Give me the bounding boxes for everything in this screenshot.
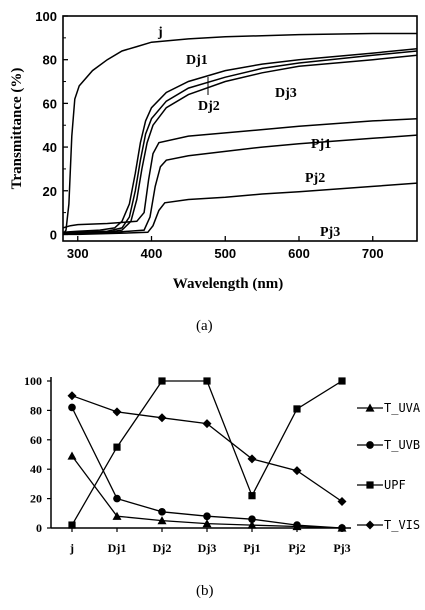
data-point-t-vis <box>247 454 257 464</box>
y-tick-label-b: 60 <box>30 433 42 447</box>
legend-marker-t-uva <box>365 403 375 412</box>
data-point-t-uva <box>292 522 302 531</box>
y-tick-label: 100 <box>35 9 57 24</box>
x-tick-label: 300 <box>67 246 89 261</box>
curve-label-j: j <box>157 25 163 40</box>
x-tick-label-b: Pj1 <box>243 541 260 555</box>
y-tick-label: 20 <box>43 184 57 199</box>
data-point-t-vis <box>292 466 302 476</box>
data-point-t-uvb <box>158 508 166 516</box>
x-tick-label-b: Pj2 <box>288 541 305 555</box>
legend-label-t-uva: T_UVA <box>384 401 421 415</box>
y-tick-label-b: 80 <box>30 403 42 417</box>
y-tick-label: 40 <box>43 140 57 155</box>
curve-label-pj3: Pj3 <box>320 225 340 240</box>
data-point-t-vis <box>202 419 212 429</box>
y-axis-label: Transmittance (%) <box>9 68 25 190</box>
series-line-t-uva <box>71 455 343 529</box>
x-tick-label: 400 <box>141 246 163 261</box>
y-tick-label: 80 <box>43 53 57 68</box>
data-point-t-uvb <box>68 403 76 412</box>
legend-label-t-vis: T_VIS <box>384 518 420 532</box>
data-point-t-uva <box>157 516 167 525</box>
legend-marker-t-uvb <box>366 441 374 449</box>
plot-frame-a <box>62 15 418 242</box>
series-line-pj2 <box>62 134 418 236</box>
curve-label-dj1: Dj1 <box>186 53 208 68</box>
data-point-t-uva <box>247 520 257 529</box>
legend-marker-t-vis <box>365 520 375 530</box>
series-line-upf <box>71 380 343 526</box>
curve-label-dj2: Dj2 <box>198 99 220 114</box>
x-tick-label-b: j <box>69 541 74 555</box>
y-tick-label: 0 <box>50 227 57 242</box>
data-point-t-uva <box>67 451 77 460</box>
data-point-t-uva <box>337 523 347 532</box>
data-point-t-vis <box>112 407 122 417</box>
data-point-t-uvb <box>203 512 211 521</box>
x-tick-label-b: Dj3 <box>198 541 217 555</box>
data-point-upf <box>203 377 211 385</box>
series-line-t-uvb <box>71 407 343 529</box>
caption-a: (a) <box>196 318 213 334</box>
data-point-t-uvb <box>293 521 301 529</box>
data-point-upf <box>68 521 76 529</box>
x-tick-label: 600 <box>288 246 310 261</box>
series-line-pj3 <box>63 182 418 236</box>
series-line-dj3 <box>62 54 418 235</box>
data-point-upf <box>113 443 121 451</box>
series-line-dj1 <box>62 48 418 234</box>
y-tick-label: 60 <box>43 96 57 111</box>
data-point-upf <box>338 377 346 385</box>
data-point-t-vis <box>337 497 347 507</box>
legend-label-t-uvb: T_UVB <box>384 438 420 452</box>
series-line-dj2 <box>62 50 418 235</box>
data-point-upf <box>158 377 166 385</box>
curve-label-pj2: Pj2 <box>305 171 325 186</box>
legend-label-upf: UPF <box>384 478 406 492</box>
data-point-t-uva <box>112 511 122 520</box>
x-tick-label: 700 <box>362 246 384 261</box>
caption-b: (b) <box>196 583 214 599</box>
x-axis-label: Wavelength (nm) <box>173 276 283 292</box>
y-tick-label-b: 40 <box>30 462 42 476</box>
data-point-t-uvb <box>338 524 346 532</box>
legend-marker-upf <box>366 481 374 489</box>
data-point-t-uvb <box>248 515 256 524</box>
x-tick-label-b: Dj2 <box>153 541 172 555</box>
series-line-t-vis <box>71 395 343 503</box>
data-point-t-vis <box>157 413 167 423</box>
series-line-j <box>62 32 417 235</box>
data-point-t-uva <box>202 519 212 528</box>
transmittance-chart: 300 400 500 600 700 0 20 40 60 80 100 Wavelength (n… <box>9 9 418 292</box>
data-point-t-vis <box>67 391 77 401</box>
data-point-upf <box>293 405 301 413</box>
y-tick-label-b: 20 <box>30 492 42 506</box>
y-tick-label-b: 100 <box>24 374 42 388</box>
x-tick-label-b: Dj1 <box>108 541 127 555</box>
y-tick-label-b: 0 <box>36 521 42 535</box>
curve-label-pj1: Pj1 <box>311 137 331 152</box>
data-point-upf <box>248 492 256 500</box>
series-line-pj1 <box>62 117 418 229</box>
curve-label-dj3: Dj3 <box>275 86 297 101</box>
x-tick-label-b: Pj3 <box>333 541 350 555</box>
x-tick-label: 500 <box>214 246 236 261</box>
data-point-t-uvb <box>113 494 121 503</box>
